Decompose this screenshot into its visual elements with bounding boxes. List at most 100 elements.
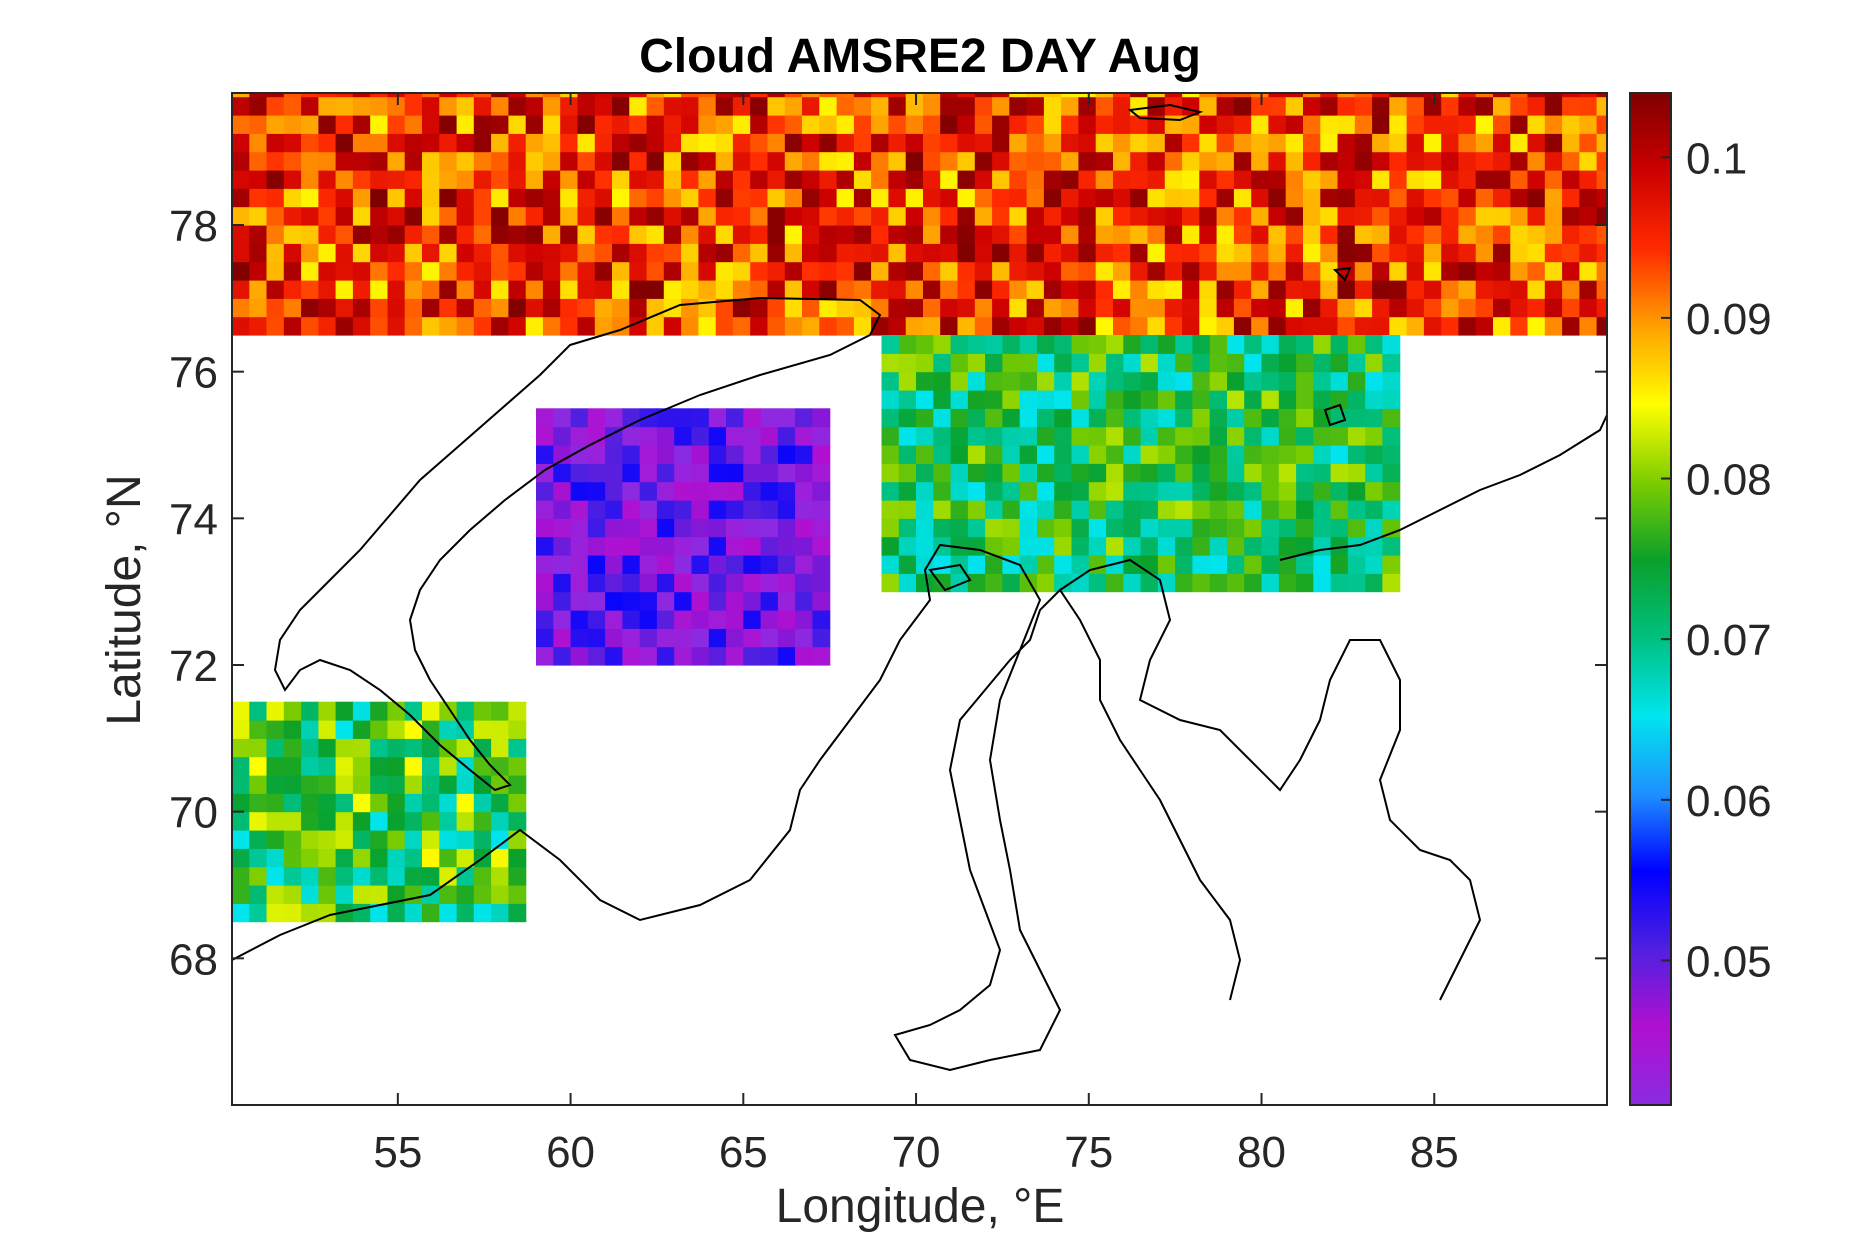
heatmap-cell — [802, 298, 820, 318]
heatmap-cell — [1182, 93, 1200, 98]
heatmap-cell — [750, 261, 769, 281]
heatmap-cell — [1175, 408, 1194, 428]
heatmap-cell — [681, 280, 699, 299]
heatmap-cell — [656, 591, 675, 611]
heatmap-cell — [784, 298, 803, 318]
heatmap-cell — [836, 96, 855, 116]
heatmap-cell — [1354, 243, 1373, 263]
heatmap-cell — [1261, 573, 1280, 593]
heatmap-cell — [283, 738, 302, 758]
colorbar-ticks: 0.050.060.070.080.090.1 — [1661, 134, 1772, 986]
heatmap-cell — [974, 298, 993, 318]
heatmap-cell — [1233, 316, 1252, 336]
heatmap-cell — [888, 225, 907, 244]
heatmap-cell — [691, 536, 710, 556]
heatmap-cell — [1227, 371, 1245, 391]
heatmap-cell — [249, 756, 268, 776]
heatmap-cell — [663, 170, 682, 189]
heatmap-cell — [985, 555, 1003, 574]
heatmap-cell — [536, 610, 554, 629]
heatmap-cell — [352, 885, 371, 904]
heatmap-cell — [387, 93, 406, 98]
heatmap-cell — [1078, 316, 1097, 336]
heatmap-cell — [352, 793, 371, 813]
heatmap-cell — [1216, 206, 1235, 226]
heatmap-cell — [594, 316, 613, 336]
heatmap-cell — [819, 298, 838, 318]
heatmap-cell — [387, 775, 406, 794]
heatmap-cell — [1233, 188, 1252, 208]
heatmap-cell — [967, 463, 986, 483]
heatmap-cell — [370, 316, 389, 336]
heatmap-cell — [898, 518, 917, 538]
heatmap-cell — [1441, 115, 1460, 134]
heatmap-cell — [1113, 115, 1131, 134]
heatmap-cell — [1147, 298, 1166, 318]
heatmap-cell — [232, 170, 250, 189]
heatmap-cell — [1095, 170, 1114, 189]
heatmap-cell — [1261, 445, 1280, 464]
heatmap-cell — [1347, 353, 1366, 373]
heatmap-cell — [871, 170, 889, 189]
heatmap-cell — [387, 848, 406, 868]
heatmap-cell — [985, 500, 1003, 519]
heatmap-cell — [1579, 298, 1598, 318]
heatmap-cell — [992, 151, 1010, 171]
heatmap-cell — [370, 793, 389, 813]
heatmap-cell — [881, 408, 900, 428]
heatmap-cell — [1475, 133, 1494, 153]
heatmap-cell — [605, 555, 623, 574]
heatmap-cell — [301, 316, 319, 336]
heatmap-cell — [370, 206, 389, 226]
coastline — [232, 103, 1607, 1072]
heatmap-cell — [1002, 518, 1021, 538]
heatmap-cell — [784, 115, 803, 134]
heatmap-cell — [967, 335, 986, 354]
heatmap-cell — [1285, 206, 1304, 226]
heatmap-cell — [1227, 463, 1245, 483]
heatmap-cell — [1009, 225, 1028, 244]
heatmap-cell — [525, 96, 544, 116]
heatmap-cell — [370, 93, 389, 98]
heatmap-cell — [283, 811, 302, 831]
heatmap-cell — [439, 830, 458, 849]
heatmap-cell — [587, 481, 606, 501]
heatmap-cell — [1441, 298, 1460, 318]
heatmap-cell — [1320, 225, 1339, 244]
heatmap-cell — [726, 463, 744, 483]
heatmap-cell — [1002, 445, 1021, 464]
heatmap-cell — [1354, 115, 1373, 134]
heatmap-cell — [881, 390, 900, 409]
heatmap-cell — [1596, 316, 1607, 336]
heatmap-cell — [587, 646, 606, 666]
heatmap-cell — [1268, 188, 1287, 208]
heatmap-cell — [1140, 390, 1159, 409]
heatmap-cell — [1182, 170, 1200, 189]
heatmap-cell — [1579, 316, 1598, 336]
heatmap-cell — [881, 573, 900, 593]
heatmap-cell — [1544, 93, 1563, 98]
heatmap-cell — [888, 261, 907, 281]
heatmap-cell — [1261, 463, 1280, 483]
heatmap-cell — [1268, 316, 1287, 336]
heatmap-cell — [795, 426, 813, 446]
heatmap-cell — [819, 93, 838, 98]
heatmap-cell — [1268, 133, 1287, 153]
heatmap-cell — [743, 408, 762, 428]
heatmap-cell — [249, 96, 268, 116]
heatmap-cell — [881, 518, 900, 538]
heatmap-cell — [1054, 536, 1073, 556]
heatmap-cell — [508, 866, 527, 886]
heatmap-cell — [1054, 500, 1073, 519]
heatmap-cell — [1078, 133, 1097, 153]
heatmap-cell — [812, 408, 831, 428]
heatmap-cell — [560, 225, 579, 244]
heatmap-cell — [1441, 170, 1460, 189]
heatmap-cell — [1216, 96, 1235, 116]
heatmap-cell — [656, 500, 675, 519]
heatmap-cell — [750, 316, 769, 336]
heatmap-cell — [370, 848, 389, 868]
heatmap-cell — [387, 885, 406, 904]
heatmap-cell — [587, 555, 606, 574]
heatmap-cell — [1140, 500, 1159, 519]
